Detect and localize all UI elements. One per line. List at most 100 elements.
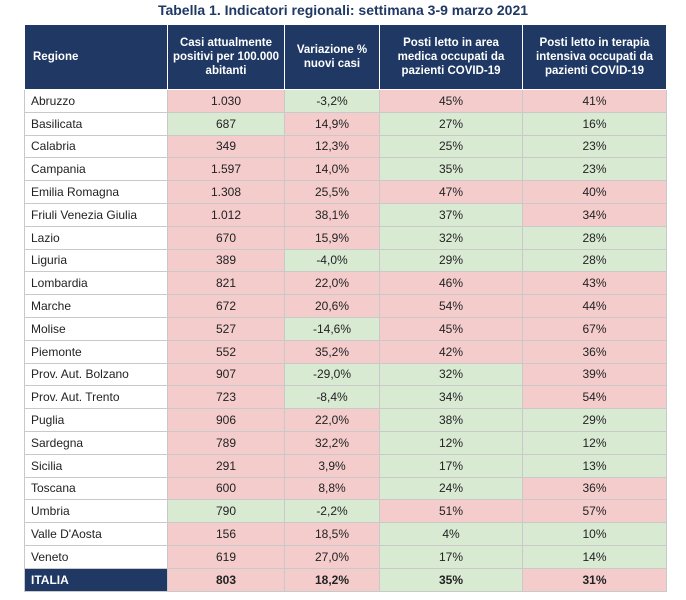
table-row: Sardegna 789 32,2% 12% 12% bbox=[24, 430, 667, 455]
cell-area-medica: 17% bbox=[379, 544, 523, 569]
cell-variazione: -14,6% bbox=[284, 316, 380, 341]
cell-regione: Puglia bbox=[24, 408, 168, 432]
cell-terapia-intensiva: 23% bbox=[522, 134, 667, 159]
cell-area-medica: 4% bbox=[379, 522, 523, 546]
cell-terapia-intensiva: 23% bbox=[522, 157, 667, 182]
cell-regione: Prov. Aut. Trento bbox=[24, 385, 168, 410]
cell-casi: 723 bbox=[167, 385, 285, 410]
cell-variazione: 22,0% bbox=[284, 408, 380, 432]
table-row: Sicilia 291 3,9% 17% 13% bbox=[24, 453, 667, 478]
header-casi: Casi attualmente positivi per 100.000 ab… bbox=[167, 24, 285, 90]
cell-area-medica: 37% bbox=[379, 202, 523, 227]
cell-casi: 789 bbox=[167, 430, 285, 455]
cell-variazione: 22,0% bbox=[284, 271, 380, 296]
cell-variazione: 12,3% bbox=[284, 134, 380, 159]
cell-regione: Molise bbox=[24, 316, 168, 341]
cell-regione: Emilia Romagna bbox=[24, 180, 168, 204]
cell-area-medica: 25% bbox=[379, 134, 523, 159]
cell-casi: 349 bbox=[167, 134, 285, 159]
table-row: Prov. Aut. Trento 723 -8,4% 34% 54% bbox=[24, 385, 667, 410]
cell-terapia-intensiva: 28% bbox=[522, 248, 667, 273]
cell-variazione: 38,1% bbox=[284, 202, 380, 227]
cell-regione: Abruzzo bbox=[24, 89, 168, 113]
cell-variazione: -8,4% bbox=[284, 385, 380, 410]
cell-regione: Basilicata bbox=[24, 111, 168, 136]
cell-regione: ITALIA bbox=[24, 567, 168, 592]
table-row: Molise 527 -14,6% 45% 67% bbox=[24, 316, 667, 341]
table-row: Lazio 670 15,9% 32% 28% bbox=[24, 225, 667, 250]
cell-area-medica: 45% bbox=[379, 89, 523, 113]
cell-terapia-intensiva: 12% bbox=[522, 430, 667, 455]
cell-regione: Sicilia bbox=[24, 453, 168, 478]
cell-area-medica: 34% bbox=[379, 385, 523, 410]
cell-area-medica: 27% bbox=[379, 111, 523, 136]
cell-terapia-intensiva: 16% bbox=[522, 111, 667, 136]
cell-area-medica: 38% bbox=[379, 408, 523, 432]
cell-terapia-intensiva: 14% bbox=[522, 544, 667, 569]
cell-variazione: 20,6% bbox=[284, 294, 380, 318]
cell-regione: Umbria bbox=[24, 499, 168, 524]
cell-variazione: 15,9% bbox=[284, 225, 380, 250]
cell-casi: 803 bbox=[167, 567, 285, 592]
cell-area-medica: 47% bbox=[379, 180, 523, 204]
cell-regione: Calabria bbox=[24, 134, 168, 159]
cell-casi: 907 bbox=[167, 362, 285, 387]
cell-terapia-intensiva: 40% bbox=[522, 180, 667, 204]
cell-casi: 790 bbox=[167, 499, 285, 524]
cell-regione: Marche bbox=[24, 294, 168, 318]
header-regione: Regione bbox=[24, 24, 168, 90]
table-row: Lombardia 821 22,0% 46% 43% bbox=[24, 271, 667, 296]
cell-variazione: 14,9% bbox=[284, 111, 380, 136]
cell-casi: 1.308 bbox=[167, 180, 285, 204]
table-row: Liguria 389 -4,0% 29% 28% bbox=[24, 248, 667, 273]
cell-casi: 619 bbox=[167, 544, 285, 569]
header-variazione: Variazione % nuovi casi bbox=[284, 24, 380, 90]
table-row: Marche 672 20,6% 54% 44% bbox=[24, 294, 667, 318]
table-row: Umbria 790 -2,2% 51% 57% bbox=[24, 499, 667, 524]
cell-terapia-intensiva: 36% bbox=[522, 476, 667, 501]
cell-terapia-intensiva: 31% bbox=[522, 567, 667, 592]
cell-terapia-intensiva: 36% bbox=[522, 339, 667, 364]
cell-variazione: 18,5% bbox=[284, 522, 380, 546]
cell-casi: 1.597 bbox=[167, 157, 285, 182]
table-row: Basilicata 687 14,9% 27% 16% bbox=[24, 111, 667, 136]
cell-variazione: 18,2% bbox=[284, 567, 380, 592]
cell-variazione: 35,2% bbox=[284, 339, 380, 364]
cell-terapia-intensiva: 44% bbox=[522, 294, 667, 318]
cell-regione: Valle D'Aosta bbox=[24, 522, 168, 546]
cell-regione: Piemonte bbox=[24, 339, 168, 364]
cell-regione: Campania bbox=[24, 157, 168, 182]
cell-variazione: 3,9% bbox=[284, 453, 380, 478]
cell-casi: 906 bbox=[167, 408, 285, 432]
cell-variazione: -29,0% bbox=[284, 362, 380, 387]
table-row: Campania 1.597 14,0% 35% 23% bbox=[24, 157, 667, 182]
cell-terapia-intensiva: 39% bbox=[522, 362, 667, 387]
cell-casi: 1.030 bbox=[167, 89, 285, 113]
header-area-medica: Posti letto in area medica occupati da p… bbox=[379, 24, 523, 90]
table-row: Piemonte 552 35,2% 42% 36% bbox=[24, 339, 667, 364]
cell-variazione: -3,2% bbox=[284, 89, 380, 113]
table-row: Friuli Venezia Giulia 1.012 38,1% 37% 34% bbox=[24, 202, 667, 227]
cell-area-medica: 17% bbox=[379, 453, 523, 478]
cell-regione: Veneto bbox=[24, 544, 168, 569]
cell-variazione: 14,0% bbox=[284, 157, 380, 182]
table-row: Calabria 349 12,3% 25% 23% bbox=[24, 134, 667, 159]
cell-area-medica: 32% bbox=[379, 362, 523, 387]
cell-terapia-intensiva: 10% bbox=[522, 522, 667, 546]
table-row: Prov. Aut. Bolzano 907 -29,0% 32% 39% bbox=[24, 362, 667, 387]
cell-area-medica: 12% bbox=[379, 430, 523, 455]
table-row: Emilia Romagna 1.308 25,5% 47% 40% bbox=[24, 180, 667, 204]
cell-area-medica: 24% bbox=[379, 476, 523, 501]
cell-regione: Prov. Aut. Bolzano bbox=[24, 362, 168, 387]
cell-terapia-intensiva: 29% bbox=[522, 408, 667, 432]
cell-variazione: 27,0% bbox=[284, 544, 380, 569]
cell-casi: 687 bbox=[167, 111, 285, 136]
table-row: Abruzzo 1.030 -3,2% 45% 41% bbox=[24, 89, 667, 113]
cell-area-medica: 35% bbox=[379, 157, 523, 182]
cell-variazione: -4,0% bbox=[284, 248, 380, 273]
cell-terapia-intensiva: 28% bbox=[522, 225, 667, 250]
cell-casi: 670 bbox=[167, 225, 285, 250]
table-title: Tabella 1. Indicatori regionali: settima… bbox=[157, 2, 529, 18]
cell-casi: 672 bbox=[167, 294, 285, 318]
table-row: Valle D'Aosta 156 18,5% 4% 10% bbox=[24, 522, 667, 546]
